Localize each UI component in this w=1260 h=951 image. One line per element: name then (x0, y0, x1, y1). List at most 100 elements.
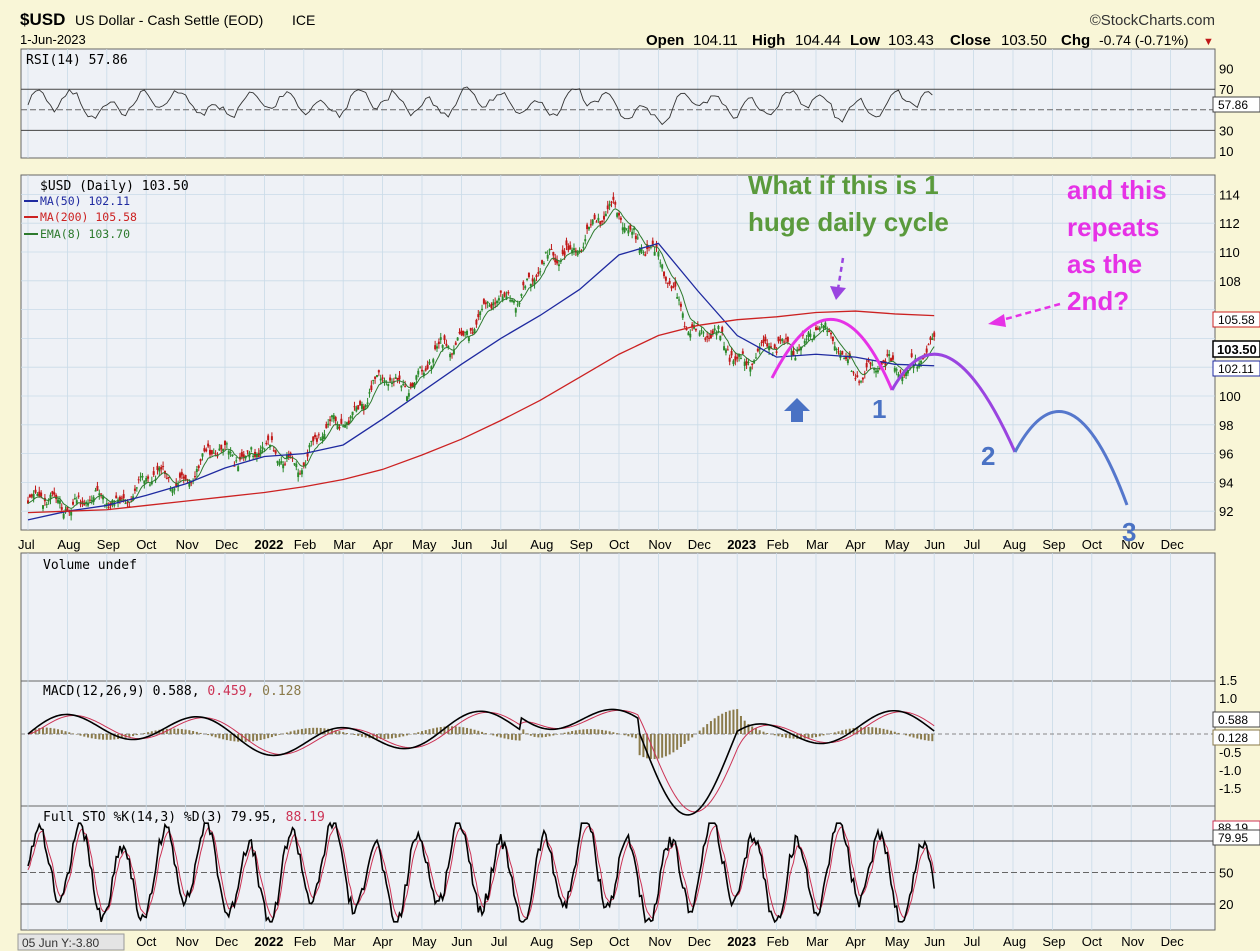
price-candle (526, 278, 529, 280)
price-candle (102, 496, 105, 500)
annotation-green-line1: What if this is 1 (748, 170, 939, 200)
price-candle (531, 278, 534, 282)
price-candle (451, 353, 454, 355)
price-candle (931, 338, 934, 340)
rsi-panel (20, 48, 1216, 159)
price-candle (422, 372, 425, 377)
price-candle (871, 364, 874, 366)
price-candle (152, 471, 155, 475)
price-candle (193, 476, 196, 478)
price-candle (916, 366, 919, 369)
price-candle (666, 282, 669, 284)
price-candle (567, 245, 570, 251)
price-candle (492, 302, 495, 306)
price-candle (822, 325, 825, 329)
sto-y-tick: 20 (1219, 897, 1233, 912)
price-candle (724, 349, 727, 353)
x-tick-label-top: 2023 (727, 537, 756, 552)
price-layer (27, 192, 936, 521)
price-candle (899, 370, 902, 372)
macd-legend-hist: 0.128 (254, 684, 301, 699)
price-candle (387, 383, 390, 387)
price-candle (505, 296, 508, 300)
price-candle (32, 493, 35, 499)
price-candle (597, 217, 600, 221)
price-candle (640, 247, 643, 252)
price-candle (649, 246, 652, 248)
price-candle (891, 355, 894, 360)
price-candle (925, 348, 928, 353)
price-candle (571, 249, 574, 254)
price-candle (338, 427, 341, 429)
x-tick-label-top: 2022 (254, 537, 283, 552)
price-candle (608, 203, 611, 207)
price-candle (488, 305, 491, 307)
price-candle (906, 370, 909, 374)
crosshair-readout: 05 Jun Y:-3.80 (22, 936, 100, 950)
price-candle (700, 330, 703, 332)
x-tick-label-bottom: Oct (1082, 934, 1103, 949)
price-candle (139, 476, 142, 478)
price-candle (888, 354, 891, 357)
price-candle (94, 490, 97, 492)
price-candle (674, 281, 677, 287)
price-candle (783, 341, 786, 343)
x-tick-label-top: Jun (924, 537, 945, 552)
x-tick-label-bottom: May (885, 934, 910, 949)
price-candle (905, 371, 908, 377)
price-candle (655, 244, 658, 248)
macd-panel (20, 680, 1216, 807)
price-candle (270, 436, 273, 441)
price-candle (225, 443, 228, 445)
price-candle (633, 228, 636, 230)
price-candle (933, 332, 936, 337)
price-candle (34, 489, 37, 493)
price-candle (242, 454, 245, 458)
x-tick-label-top: Aug (1003, 537, 1026, 552)
macd-line (27, 708, 935, 816)
price-candle (368, 392, 371, 394)
price-candle (856, 375, 859, 378)
x-tick-label-top: Dec (215, 537, 239, 552)
price-candle (694, 328, 697, 331)
x-tick-label-bottom: Nov (176, 934, 200, 949)
price-y-tick: 96 (1219, 447, 1233, 462)
price-candle (409, 383, 412, 387)
high-label: High (752, 32, 785, 49)
ma50-tag-box (1212, 360, 1260, 377)
price-candle (509, 300, 512, 302)
grid-lines (21, 49, 1215, 930)
price-candle (843, 358, 846, 360)
price-candle (679, 303, 682, 307)
up-arrow-icon (784, 398, 810, 422)
price-candle (527, 272, 530, 278)
price-candle (831, 336, 834, 341)
price-candle (865, 363, 868, 368)
price-candle (595, 221, 598, 223)
price-candle (886, 354, 889, 356)
price-candle (360, 404, 363, 409)
price-candle (295, 463, 298, 468)
price-candle (760, 341, 763, 343)
x-tick-label-top: Feb (767, 537, 789, 552)
price-candle (180, 472, 183, 476)
cycle-arc-1 (770, 318, 894, 391)
price-candle (893, 367, 896, 372)
price-candle (477, 314, 480, 318)
sto-legend-prefix: Full STO %K(14,3) %D(3) 79.95, (43, 810, 278, 825)
price-candle (167, 476, 170, 479)
price-candle (454, 342, 457, 345)
price-candle (143, 480, 146, 484)
price-candle (711, 330, 714, 334)
macd-legend-prefix: MACD(12,26,9) 0.588, (43, 684, 200, 699)
price-candle (563, 251, 566, 256)
price-candle (250, 447, 253, 450)
price-candle (625, 228, 628, 230)
annotation-magenta-line2: repeats (1067, 212, 1160, 242)
price-candle (372, 379, 375, 381)
close-label: Close (950, 32, 991, 49)
price-candle (158, 467, 161, 472)
price-candle (340, 418, 343, 424)
rsi-y-tick: 10 (1219, 144, 1233, 159)
price-candle (792, 351, 795, 356)
